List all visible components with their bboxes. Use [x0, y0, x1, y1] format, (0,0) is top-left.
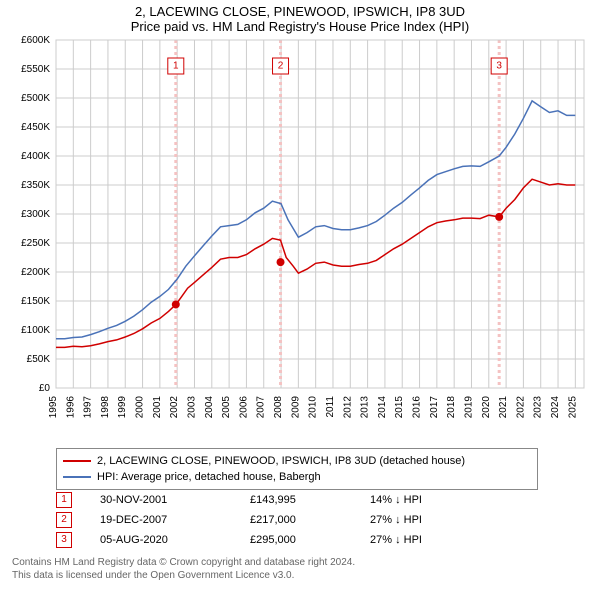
price-chart: £0 £50K £100K £150K £200K £250K £300K £350K £400…: [0, 36, 600, 444]
sale-hpi: 27% ↓ HPI: [370, 534, 422, 546]
svg-text:£550K: £550K: [21, 64, 50, 75]
svg-text:2014: 2014: [377, 396, 388, 419]
svg-text:2013: 2013: [360, 396, 371, 419]
svg-text:£400K: £400K: [21, 151, 50, 162]
svg-text:1: 1: [173, 61, 179, 72]
svg-text:2000: 2000: [135, 396, 146, 419]
svg-text:1999: 1999: [117, 396, 128, 419]
svg-text:£100K: £100K: [21, 325, 50, 336]
svg-text:2010: 2010: [308, 396, 319, 419]
legend-swatch: [63, 460, 91, 462]
sale-date: 05-AUG-2020: [100, 534, 250, 546]
sale-price: £295,000: [250, 534, 370, 546]
svg-text:£500K: £500K: [21, 93, 50, 104]
legend-item: HPI: Average price, detached house, Babe…: [63, 469, 531, 485]
footer-line: This data is licensed under the Open Gov…: [12, 569, 355, 582]
legend-swatch: [63, 476, 91, 478]
svg-text:2009: 2009: [290, 396, 301, 419]
sale-marker-icon: 3: [56, 532, 72, 548]
sale-row: 1 30-NOV-2001 £143,995 14% ↓ HPI: [56, 490, 422, 510]
svg-text:2011: 2011: [325, 396, 336, 418]
chart-container: 2, LACEWING CLOSE, PINEWOOD, IPSWICH, IP…: [0, 0, 600, 590]
svg-text:£300K: £300K: [21, 209, 50, 220]
sale-hpi: 14% ↓ HPI: [370, 494, 422, 506]
sales-table: 1 30-NOV-2001 £143,995 14% ↓ HPI 2 19-DE…: [56, 490, 422, 550]
svg-text:2002: 2002: [169, 396, 180, 419]
legend-item: 2, LACEWING CLOSE, PINEWOOD, IPSWICH, IP…: [63, 453, 531, 469]
svg-text:2006: 2006: [238, 396, 249, 419]
legend: 2, LACEWING CLOSE, PINEWOOD, IPSWICH, IP…: [56, 448, 538, 490]
chart-title-line1: 2, LACEWING CLOSE, PINEWOOD, IPSWICH, IP…: [0, 0, 600, 19]
svg-text:2004: 2004: [204, 396, 215, 419]
svg-text:1997: 1997: [83, 396, 94, 419]
svg-text:£50K: £50K: [27, 354, 51, 365]
sale-marker-icon: 2: [56, 512, 72, 528]
legend-label: HPI: Average price, detached house, Babe…: [97, 469, 321, 485]
svg-text:2023: 2023: [533, 396, 544, 419]
svg-text:£200K: £200K: [21, 267, 50, 278]
svg-text:2016: 2016: [412, 396, 423, 419]
sale-row: 3 05-AUG-2020 £295,000 27% ↓ HPI: [56, 530, 422, 550]
svg-text:2022: 2022: [515, 396, 526, 419]
svg-text:2017: 2017: [429, 396, 440, 419]
svg-text:2018: 2018: [446, 396, 457, 419]
chart-title-line2: Price paid vs. HM Land Registry's House …: [0, 19, 600, 36]
svg-text:£600K: £600K: [21, 36, 50, 46]
svg-text:2024: 2024: [550, 396, 561, 419]
sale-price: £217,000: [250, 514, 370, 526]
svg-text:2001: 2001: [152, 396, 163, 419]
svg-text:1998: 1998: [100, 396, 111, 419]
svg-text:£250K: £250K: [21, 238, 50, 249]
svg-text:1996: 1996: [65, 396, 76, 419]
svg-text:2008: 2008: [273, 396, 284, 419]
svg-text:£0: £0: [39, 383, 51, 394]
footer-line: Contains HM Land Registry data © Crown c…: [12, 556, 355, 569]
svg-text:2003: 2003: [186, 396, 197, 419]
sale-price: £143,995: [250, 494, 370, 506]
svg-text:2: 2: [278, 61, 284, 72]
svg-text:£450K: £450K: [21, 122, 50, 133]
sale-date: 30-NOV-2001: [100, 494, 250, 506]
svg-text:£150K: £150K: [21, 296, 50, 307]
svg-text:2020: 2020: [481, 396, 492, 419]
svg-text:2005: 2005: [221, 396, 232, 419]
svg-text:2015: 2015: [394, 396, 405, 419]
svg-text:1995: 1995: [48, 396, 59, 419]
svg-text:£350K: £350K: [21, 180, 50, 191]
sale-row: 2 19-DEC-2007 £217,000 27% ↓ HPI: [56, 510, 422, 530]
footer: Contains HM Land Registry data © Crown c…: [12, 556, 355, 582]
svg-text:2012: 2012: [342, 396, 353, 419]
sale-hpi: 27% ↓ HPI: [370, 514, 422, 526]
svg-text:3: 3: [496, 61, 502, 72]
svg-text:2007: 2007: [256, 396, 267, 419]
sale-date: 19-DEC-2007: [100, 514, 250, 526]
svg-text:2025: 2025: [567, 396, 578, 419]
svg-text:2019: 2019: [463, 396, 474, 419]
sale-marker-icon: 1: [56, 492, 72, 508]
svg-text:2021: 2021: [498, 396, 509, 419]
legend-label: 2, LACEWING CLOSE, PINEWOOD, IPSWICH, IP…: [97, 453, 465, 469]
